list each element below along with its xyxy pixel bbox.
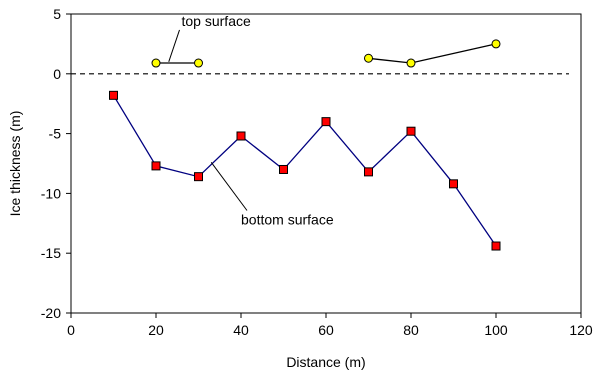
y-tick-label: -20 [41,305,61,321]
data-point [364,53,373,63]
y-tick-label: -5 [49,126,62,142]
data-point [236,131,246,141]
y-axis-title: Ice thickness (m) [7,111,23,217]
data-point [364,167,373,177]
data-point [109,90,118,100]
data-point [151,58,161,68]
data-point [406,126,416,136]
annotation-pointer [210,162,248,211]
y-tick-label: -10 [41,185,61,201]
axes: 0 20 40 60 80 100 120 5 0 -5 -10 -15 -20 [41,6,593,338]
series-line [368,43,497,64]
series-line [112,94,497,247]
data-point [194,58,203,68]
x-tick-label: 0 [67,322,75,338]
data-point [449,179,458,189]
data-point [491,39,501,49]
annotation-label: bottom surface [241,211,334,227]
plot-frame [70,13,582,314]
data-point [406,58,416,68]
x-tick-label: 120 [569,322,593,338]
x-tick-label: 20 [148,322,164,338]
y-tick-label: -15 [41,245,61,261]
annotations-group: top surface bottom surface [168,13,334,227]
data-point [279,164,288,174]
data-point [491,241,501,251]
annotation-pointer [168,29,180,62]
data-point [194,172,203,182]
series-1 [109,90,501,251]
x-axis-title: Distance (m) [286,354,365,370]
data-point [151,161,161,171]
y-tick-label: 0 [53,66,61,82]
series-group [109,39,501,251]
annotation-label: top surface [182,13,251,29]
x-tick-label: 100 [484,322,508,338]
x-tick-label: 80 [403,322,419,338]
y-tick-label: 5 [53,6,61,22]
x-tick-label: 40 [233,322,249,338]
series-0 [151,39,501,68]
x-tick-label: 60 [318,322,334,338]
data-point [321,117,331,127]
